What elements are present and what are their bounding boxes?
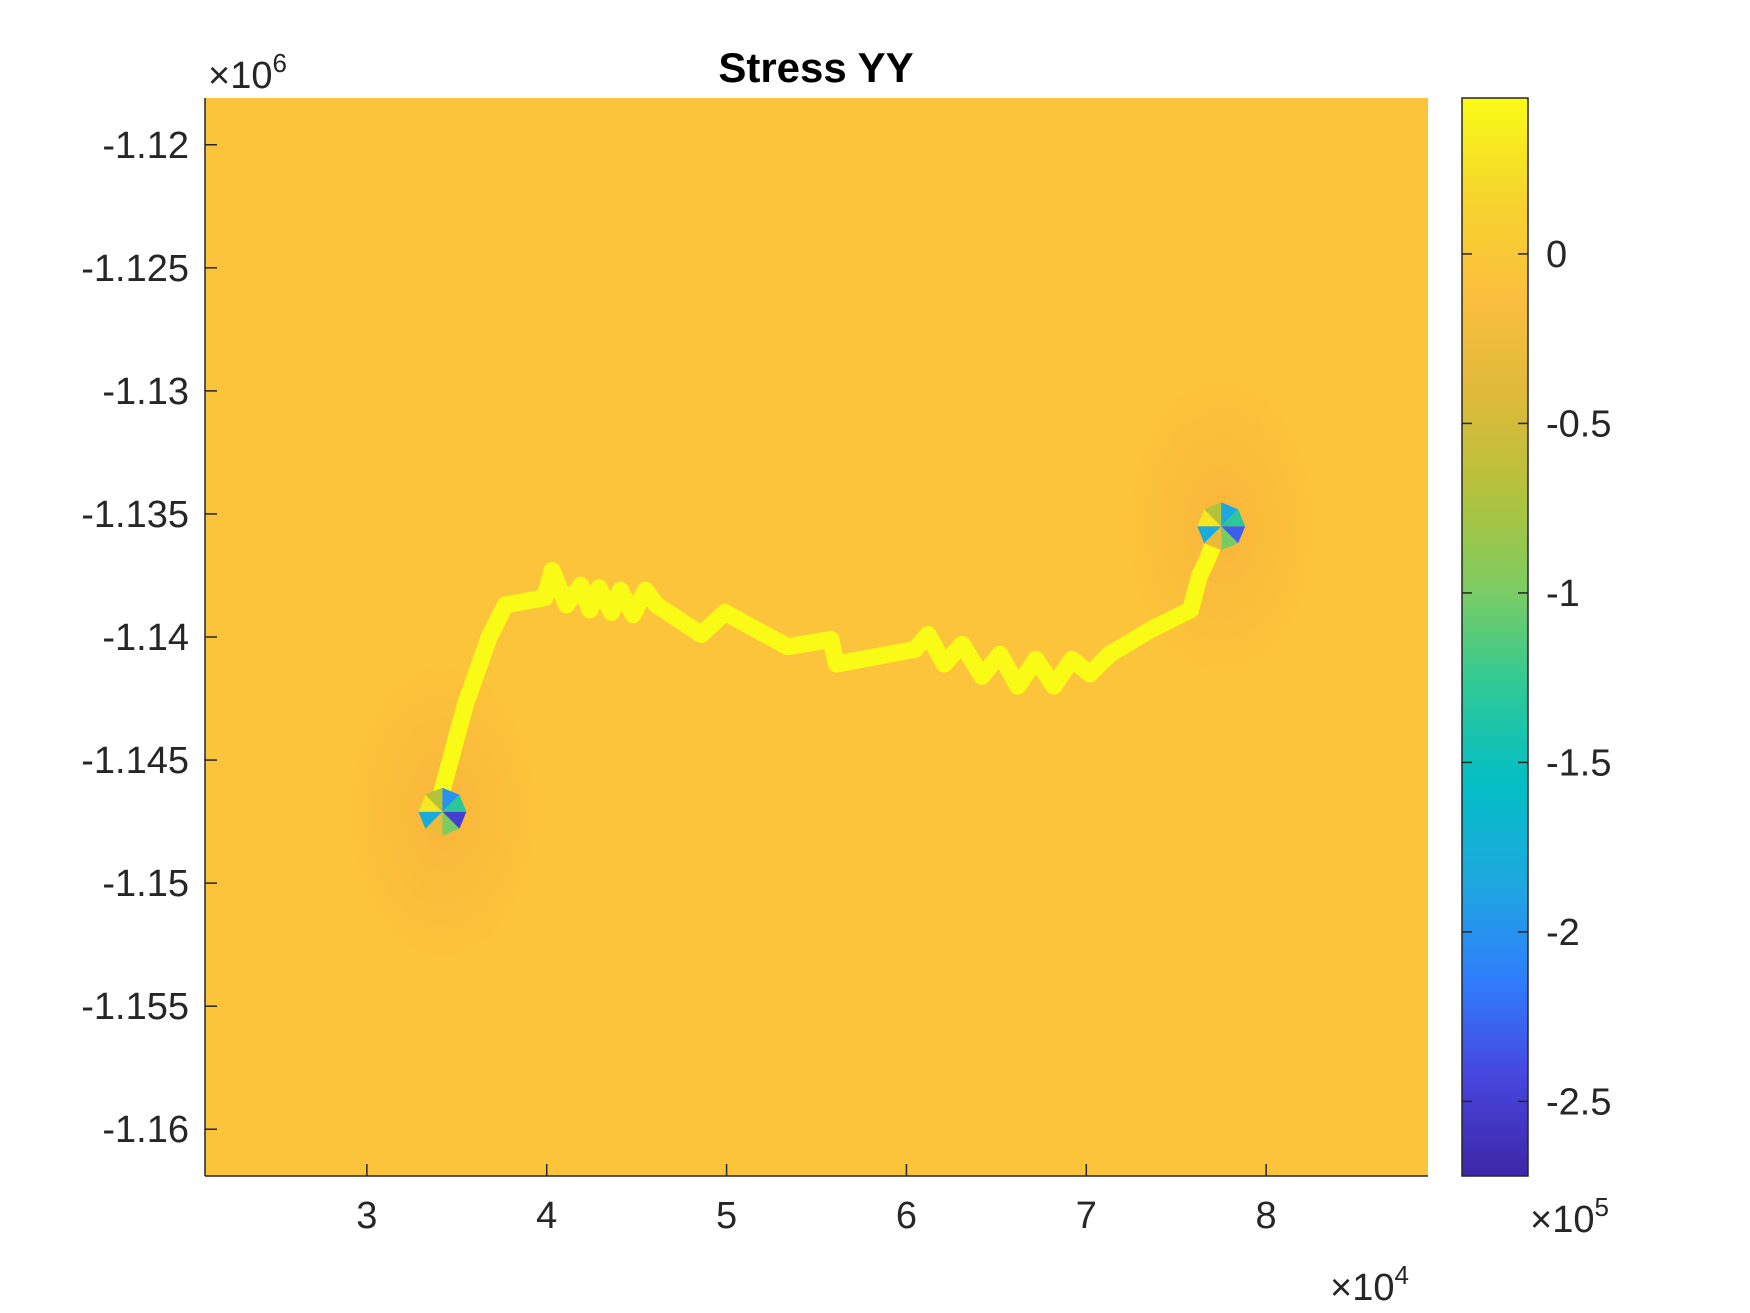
y-tick-label: -1.135 [81, 494, 189, 536]
y-tick-label: -1.125 [81, 248, 189, 290]
x-axis-multiplier: ×104 [1330, 1260, 1409, 1309]
x-tick-label: 3 [356, 1195, 377, 1237]
y-tick-label: -1.155 [81, 986, 189, 1028]
stress-concentration-1 [1197, 502, 1246, 551]
y-axis-multiplier: ×106 [208, 48, 287, 97]
colorbar-tick-label: -1 [1546, 573, 1580, 615]
chart-title: Stress YY [718, 44, 913, 91]
colorbar-tick-label: -2 [1546, 912, 1580, 954]
colorbar-frame [1461, 97, 1529, 1177]
x-tick-label: 5 [716, 1195, 737, 1237]
colorbar-multiplier: ×105 [1530, 1192, 1609, 1241]
y-tick-label: -1.145 [81, 740, 189, 782]
stress-concentration-0 [418, 787, 467, 836]
x-tick-label: 6 [896, 1195, 917, 1237]
x-tick-label: 7 [1076, 1195, 1097, 1237]
colorbar-ticks: 0 -0.5 -1 -1.5 -2 -2.5 [1462, 234, 1611, 1123]
plot-area [205, 98, 1428, 1176]
y-tick-label: -1.12 [102, 125, 189, 167]
y-axis-ticks: -1.12 -1.125 -1.13 -1.135 -1.14 -1.145 -1.15 -1… [81, 125, 217, 1151]
y-tick-label: -1.13 [102, 371, 189, 413]
colorbar-tick-label: 0 [1546, 234, 1567, 276]
crack-path-series [433, 530, 1225, 799]
colorbar-gradient [1462, 98, 1528, 1176]
x-axis-ticks: 3 4 5 6 7 8 [356, 1164, 1277, 1237]
colorbar-tick-label: -2.5 [1546, 1081, 1611, 1123]
y-tick-label: -1.15 [102, 863, 189, 905]
colorbar: 0 -0.5 -1 -1.5 -2 -2.5 ×105 [1461, 97, 1611, 1241]
y-tick-label: -1.16 [102, 1109, 189, 1151]
stress-concentrations [418, 502, 1246, 836]
x-tick-label: 4 [536, 1195, 557, 1237]
colorbar-tick-label: -1.5 [1546, 742, 1611, 784]
x-tick-label: 8 [1256, 1195, 1277, 1237]
y-tick-label: -1.14 [102, 617, 189, 659]
colorbar-tick-label: -0.5 [1546, 403, 1611, 445]
